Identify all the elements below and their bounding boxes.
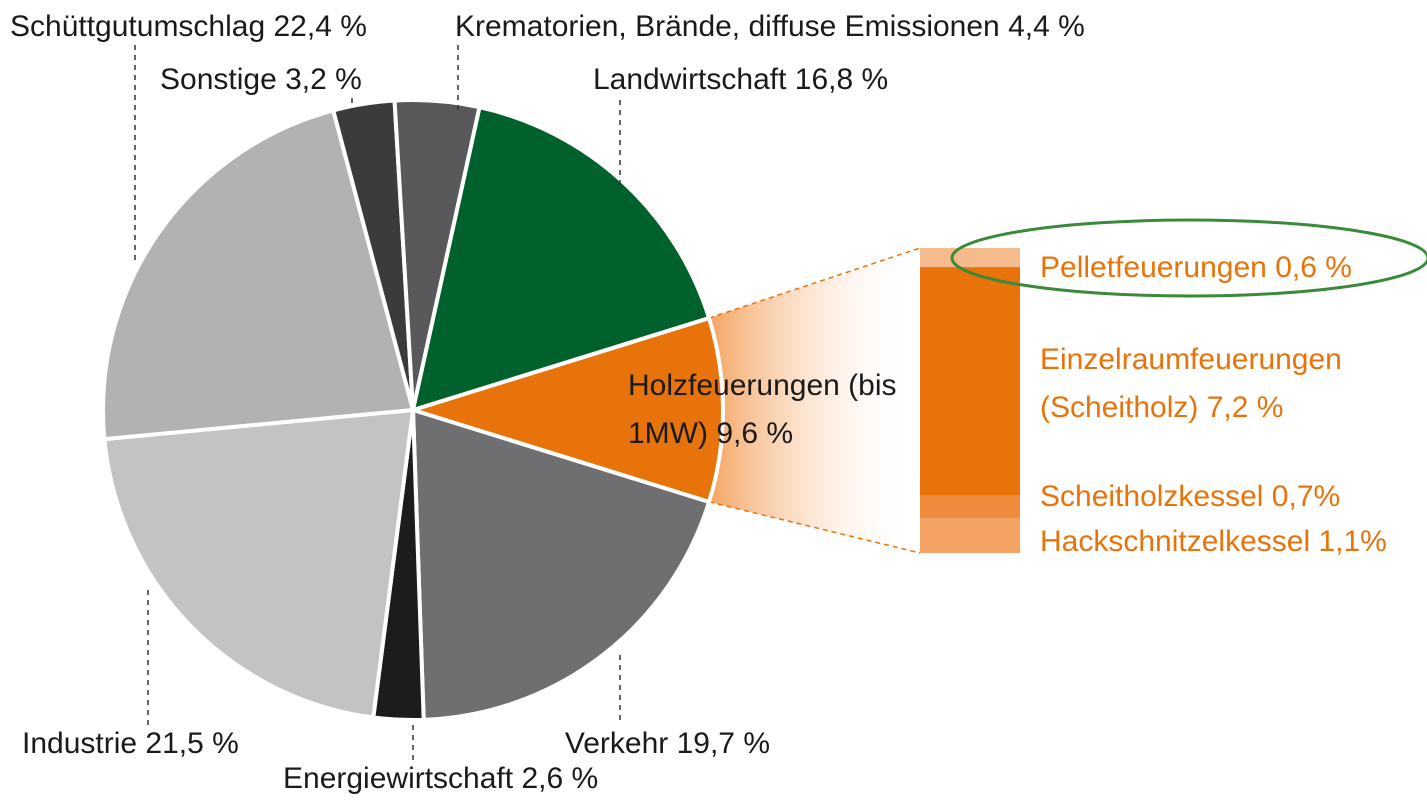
- value-label: 4,4 %: [1008, 10, 1085, 43]
- value-label: 22,4 %: [273, 10, 367, 43]
- category-name: Hackschnitzelkessel: [1040, 525, 1311, 558]
- category-name: Verkehr: [564, 727, 669, 760]
- value-label: 2,6 %: [521, 762, 599, 795]
- connector-fill: [709, 248, 920, 553]
- breakdown-segment: [920, 248, 1020, 268]
- pie-slice: [411, 408, 712, 722]
- slice-label: Verkehr 19,7 %: [565, 720, 770, 768]
- category-name: Energiewirtschaft: [283, 762, 514, 795]
- slice-label: Krematorien, Brände, diffuse Emissionen …: [455, 3, 1085, 51]
- connector: [708, 247, 921, 554]
- category-name: Schüttgutumschlag: [10, 10, 266, 43]
- value-label: 0,6 %: [1275, 251, 1352, 284]
- slice-label: Sonstige 3,2 %: [160, 56, 362, 104]
- category-name: Pelletfeuerungen: [1040, 251, 1267, 284]
- breakdown-segment: [920, 267, 1020, 496]
- category-name: Scheitholzkessel: [1040, 480, 1264, 513]
- slice-label: Pelletfeuerungen 0,6 %: [1040, 244, 1352, 292]
- highlight-ellipse: [950, 218, 1427, 298]
- slice-label: Einzelraumfeuerungen (Scheitholz) 7,2 %: [1040, 336, 1420, 432]
- value-label: 9,6 %: [716, 417, 794, 450]
- category-name: Holzfeuerungen (bis 1MW): [628, 369, 897, 450]
- value-label: 0,7%: [1271, 480, 1341, 513]
- slice-label: Energiewirtschaft 2,6 %: [283, 755, 598, 801]
- category-name: Landwirtschaft: [593, 63, 787, 96]
- value-label: 1,1%: [1318, 525, 1387, 558]
- connector-line: [708, 501, 921, 554]
- pie-slice: [411, 105, 712, 412]
- slice-label: Holzfeuerungen (bis 1MW) 9,6 %: [628, 362, 898, 458]
- category-name: Sonstige: [160, 63, 277, 96]
- pie-slice: [102, 408, 415, 720]
- category-name: Krematorien, Brände, diffuse Emissionen: [455, 10, 1000, 43]
- pie: [101, 98, 725, 722]
- breakdown-bar: [920, 248, 1020, 553]
- value-label: 21,5 %: [145, 727, 239, 760]
- value-label: 16,8 %: [794, 63, 889, 96]
- breakdown-segment: [920, 495, 1020, 519]
- slice-label: Schüttgutumschlag 22,4 %: [10, 3, 367, 51]
- pie-slice: [101, 108, 415, 442]
- leader-lines: [134, 45, 621, 760]
- pie-slice: [411, 316, 725, 504]
- connector-line: [708, 247, 921, 319]
- value-label: 19,7 %: [676, 727, 770, 760]
- value-label: 3,2 %: [285, 63, 362, 96]
- value-label: 7,2 %: [1206, 391, 1284, 424]
- breakdown-segment: [920, 518, 1020, 553]
- slice-label: Hackschnitzelkessel 1,1%: [1040, 518, 1387, 566]
- category-name: Einzelraumfeuerungen (Scheitholz): [1040, 343, 1342, 424]
- slice-label: Scheitholzkessel 0,7%: [1040, 473, 1340, 521]
- slice-label: Landwirtschaft 16,8 %: [593, 56, 888, 104]
- slice-label: Industrie 21,5 %: [22, 720, 239, 768]
- category-name: Industrie: [22, 727, 138, 760]
